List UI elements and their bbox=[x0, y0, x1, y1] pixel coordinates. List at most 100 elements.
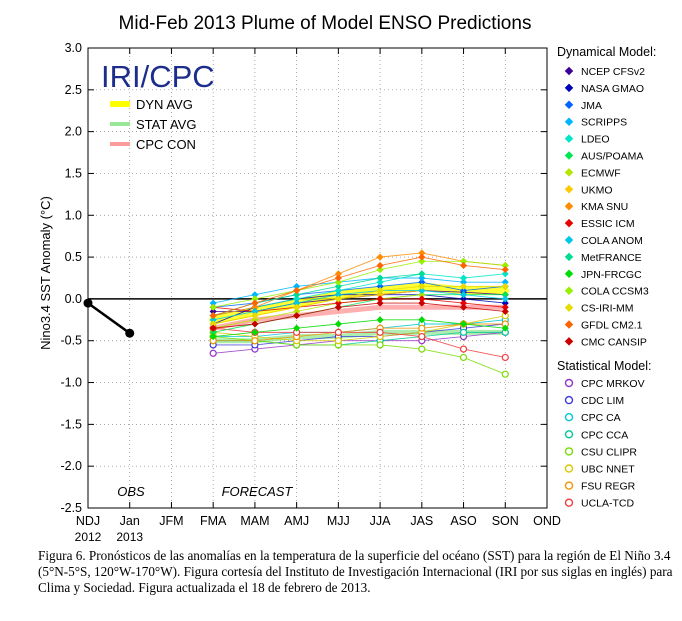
model-legend: Dynamical Model: NCEP CFSv2 NASA GMAO JMA SC… bbox=[557, 45, 656, 510]
dynamical-series-point bbox=[501, 278, 509, 286]
y-tick-label: 1.0 bbox=[65, 208, 82, 222]
dynamical-legend-marker bbox=[564, 269, 574, 279]
y-tick-label: -1.0 bbox=[60, 376, 82, 390]
dynamical-series-line bbox=[213, 302, 506, 329]
dynamical-series-point bbox=[501, 282, 509, 290]
statistical-series-point bbox=[418, 332, 426, 341]
dynamical-series-point bbox=[501, 307, 509, 315]
dynamical-series-point bbox=[418, 274, 426, 282]
dynamical-series-line bbox=[213, 252, 506, 317]
y-tick-label: -2.0 bbox=[60, 459, 82, 473]
y-axis-label: Nino3.4 SST Anomaly (°C) bbox=[38, 196, 53, 350]
dynamical-legend-marker bbox=[564, 185, 574, 194]
dynamical-series-point bbox=[460, 274, 468, 282]
enso-plume-chart: Mid-Feb 2013 Plume of Model ENSO Predict… bbox=[38, 13, 656, 544]
dynamical-series-point bbox=[293, 287, 301, 295]
dynamical-series-point bbox=[418, 270, 426, 278]
dynamical-legend-marker bbox=[564, 83, 574, 93]
dynamical-series-point bbox=[334, 295, 342, 303]
statistical-series-point bbox=[501, 353, 509, 362]
statistical-legend-title: Statistical Model: bbox=[557, 359, 651, 373]
dynamical-series-point bbox=[251, 320, 259, 328]
x-tick-label: JAS bbox=[410, 514, 433, 528]
observed-line bbox=[87, 302, 131, 335]
dynamical-series-point bbox=[251, 316, 259, 324]
dynamical-series-point bbox=[501, 303, 509, 311]
dynamical-legend-marker bbox=[564, 100, 574, 110]
statistical-series-point bbox=[501, 370, 509, 378]
dynamical-series-point bbox=[293, 295, 301, 303]
dynamical-series-point bbox=[418, 282, 426, 290]
dynamical-series-point bbox=[293, 291, 301, 299]
statistical-legend-label: UCLA-TCD bbox=[581, 498, 635, 510]
dynamical-legend-marker bbox=[564, 201, 574, 211]
dynamical-legend-label: AUS/POAMA bbox=[581, 151, 643, 163]
dynamical-series-point bbox=[334, 270, 342, 278]
dynamical-series-point bbox=[334, 303, 342, 311]
y-tick-label: 0.5 bbox=[65, 250, 82, 264]
y-tick-label: -2.5 bbox=[60, 501, 82, 515]
dynamical-series-point bbox=[293, 307, 301, 315]
dynamical-series-point bbox=[209, 333, 217, 341]
dynamical-series-point bbox=[209, 324, 217, 332]
dynamical-series-point bbox=[251, 291, 259, 299]
dynamical-legend-label: SCRIPPS bbox=[581, 117, 627, 129]
dynamical-series-line bbox=[213, 273, 506, 317]
x-tick-label: MAM bbox=[240, 514, 269, 528]
statistical-series-point bbox=[459, 345, 468, 353]
dynamical-legend-marker bbox=[564, 320, 574, 329]
statistical-legend-label: CPC CCA bbox=[581, 429, 628, 441]
dynamical-series-point bbox=[460, 295, 468, 303]
statistical-series-point bbox=[334, 337, 342, 345]
dynamical-series-point bbox=[418, 299, 426, 307]
statistical-legend-label: UBC NNET bbox=[581, 464, 635, 476]
x-tick-label: OND bbox=[533, 514, 561, 528]
statistical-legend-marker bbox=[564, 498, 574, 507]
dynamical-series-point bbox=[334, 291, 342, 299]
dynamical-legend-label: ESSIC ICM bbox=[581, 218, 635, 230]
dynamical-series-point bbox=[376, 287, 384, 295]
statistical-series-point bbox=[251, 337, 259, 345]
dynamical-legend-label: KMA SNU bbox=[581, 201, 628, 213]
dynamical-series-point bbox=[334, 299, 342, 307]
x-year-label: 2012 bbox=[75, 530, 102, 544]
dynamical-legend-label: COLA ANOM bbox=[581, 235, 643, 247]
statistical-legend-label: CSU CLIPR bbox=[581, 446, 637, 458]
dynamical-series-point bbox=[251, 312, 259, 320]
dynamical-series-point bbox=[501, 295, 509, 303]
y-tick-label: 2.0 bbox=[65, 125, 82, 139]
statistical-legend-label: CPC CA bbox=[581, 412, 621, 424]
statistical-series-point bbox=[459, 328, 468, 336]
dynamical-series-point bbox=[251, 303, 259, 311]
dynamical-legend-label: UKMO bbox=[581, 184, 613, 196]
dynamical-legend-marker bbox=[564, 117, 574, 126]
x-tick-label: JFM bbox=[159, 514, 183, 528]
x-tick-label: FMA bbox=[200, 514, 227, 528]
observed-point bbox=[125, 328, 135, 338]
dynamical-legend-label: NCEP CFSv2 bbox=[581, 66, 645, 78]
dynamical-series-point bbox=[460, 282, 468, 290]
dynamical-series-point bbox=[460, 320, 468, 328]
avg-series-line bbox=[210, 304, 508, 331]
dynamical-legend-marker bbox=[564, 252, 574, 262]
x-tick-label: ASO bbox=[450, 514, 477, 528]
y-tick-label: 1.5 bbox=[65, 166, 82, 180]
dynamical-legend-label: JMA bbox=[581, 100, 602, 112]
statistical-series-line bbox=[213, 323, 506, 342]
dynamical-series-point bbox=[334, 282, 342, 290]
statistical-series-point bbox=[334, 328, 342, 336]
x-tick-label: SON bbox=[492, 514, 519, 528]
statistical-series-line bbox=[213, 327, 506, 358]
statistical-series-line bbox=[213, 331, 506, 354]
dynamical-legend-marker bbox=[564, 218, 574, 228]
y-tick-label: 0.0 bbox=[65, 292, 82, 306]
obs-region-label: OBS bbox=[117, 484, 145, 499]
dynamical-series-point bbox=[376, 253, 384, 261]
statistical-series-line bbox=[213, 323, 506, 346]
dynamical-series-point bbox=[501, 266, 509, 274]
dynamical-series-point bbox=[418, 253, 426, 261]
dynamical-series-line bbox=[213, 319, 506, 337]
dynamical-series-point bbox=[251, 299, 259, 307]
figure-caption: Figura 6. Pronósticos de las anomalías e… bbox=[38, 548, 673, 595]
y-tick-label: 2.5 bbox=[65, 83, 82, 97]
